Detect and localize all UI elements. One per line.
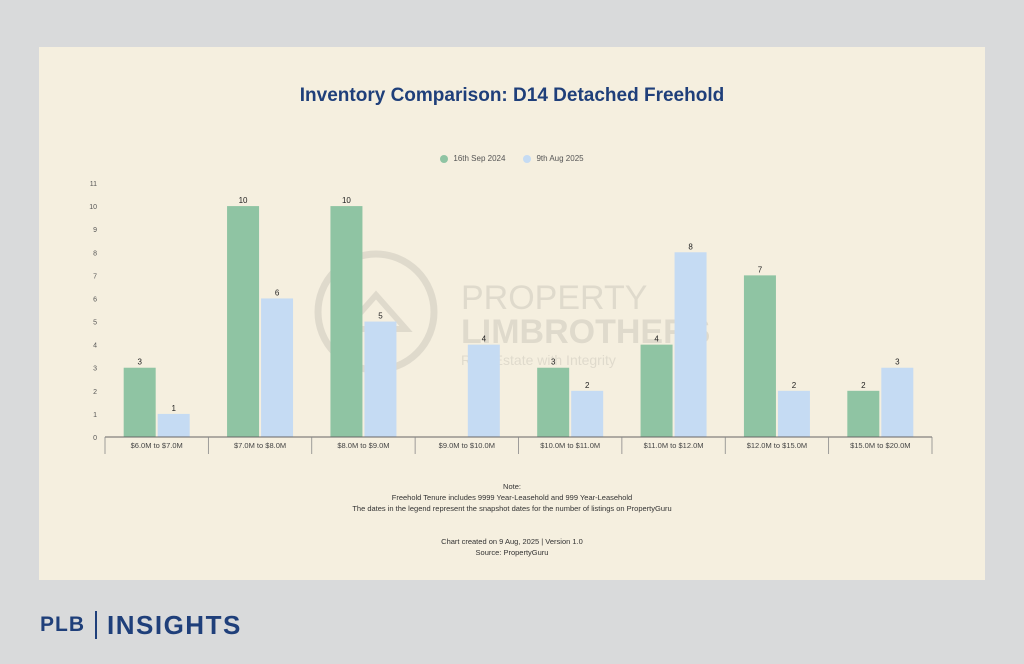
brand-divider (95, 611, 97, 639)
bar-value-label: 2 (792, 381, 797, 390)
y-tick-label: 9 (93, 227, 97, 234)
bar-series-1 (227, 206, 260, 437)
legend-label-series-2: 9th Aug 2025 (536, 154, 584, 163)
legend-swatch-series-2 (523, 154, 532, 163)
y-axis: 0 1 2 3 4 5 6 7 8 9 10 11 (89, 181, 97, 442)
bar-value-label: 4 (654, 335, 659, 344)
bar-series-1 (743, 275, 776, 437)
bar-series-1 (640, 344, 673, 437)
brand-logo: PLB INSIGHTS (40, 608, 242, 642)
y-tick-label: 2 (93, 389, 97, 396)
chart-created-text: Chart created on 9 Aug, 2025 | Version 1… (441, 537, 583, 546)
x-tick-label: $7.0M to $8.0M (234, 441, 286, 450)
y-tick-label: 3 (93, 366, 97, 373)
bar-series-1 (330, 206, 363, 437)
bar-series-1 (537, 367, 570, 437)
brand-plb-text: PLB (40, 613, 85, 636)
bar-series-2 (571, 390, 604, 437)
note-heading: Note: (503, 482, 521, 491)
bar-series-2 (157, 413, 190, 437)
legend-label-series-1: 16th Sep 2024 (453, 154, 506, 163)
y-tick-label: 7 (93, 273, 97, 280)
chart-source-text: Source: PropertyGuru (475, 548, 549, 557)
bar-value-label: 3 (137, 358, 142, 367)
x-tick-label: $6.0M to $7.0M (131, 441, 183, 450)
legend-item-series-2: 9th Aug 2025 (523, 154, 584, 163)
bar-series-2 (881, 367, 914, 437)
bar-value-label: 3 (895, 358, 900, 367)
watermark-text-line1: PROPERTY (461, 279, 647, 317)
bar-series-1 (123, 367, 156, 437)
bar-value-label: 1 (171, 404, 176, 413)
bar-series-2 (777, 390, 810, 437)
y-tick-label: 11 (90, 181, 97, 188)
bar-value-label: 6 (275, 288, 280, 297)
bar-series-2 (674, 252, 707, 437)
y-tick-label: 10 (89, 204, 97, 211)
notes: Note: Freehold Tenure includes 9999 Year… (39, 481, 985, 514)
x-tick-label: $11.0M to $12.0M (644, 441, 704, 450)
y-tick-label: 1 (93, 412, 97, 419)
bar-series-2 (261, 298, 294, 437)
chart-card: PROPERTY LIMBROTHERS Real Estate with In… (39, 47, 985, 580)
bar-series-1 (847, 390, 880, 437)
bar-series-2 (364, 321, 397, 437)
y-tick-label: 0 (93, 435, 97, 442)
x-tick-label: $9.0M to $10.0M (439, 441, 495, 450)
bars-layer: 3 1 10 6 10 5 4 3 2 4 8 7 2 2 3 (123, 196, 914, 437)
bar-series-2 (467, 344, 500, 437)
bar-value-label: 4 (482, 335, 487, 344)
legend-item-series-1: 16th Sep 2024 (440, 154, 505, 163)
y-tick-label: 4 (93, 343, 97, 350)
legend-swatch-series-1 (440, 154, 449, 163)
bar-value-label: 10 (239, 196, 248, 205)
bar-value-label: 7 (758, 265, 763, 274)
chart-title: Inventory Comparison: D14 Detached Freeh… (299, 85, 725, 106)
bar-value-label: 5 (378, 312, 383, 321)
bar-value-label: 10 (342, 196, 351, 205)
chart-canvas: PROPERTY LIMBROTHERS Real Estate with In… (89, 181, 933, 454)
note-line-1: Freehold Tenure includes 9999 Year-Lease… (391, 493, 633, 502)
brand-insights-text: INSIGHTS (107, 609, 242, 640)
bar-value-label: 2 (585, 381, 590, 390)
bar-value-label: 8 (688, 242, 693, 251)
legend: 16th Sep 2024 9th Aug 2025 (39, 154, 985, 163)
x-tick-label: $10.0M to $11.0M (540, 441, 600, 450)
y-tick-label: 5 (93, 320, 97, 327)
y-tick-label: 6 (93, 296, 97, 303)
x-tick-label: $8.0M to $9.0M (337, 441, 389, 450)
y-tick-label: 8 (93, 250, 97, 257)
bar-value-label: 3 (551, 358, 556, 367)
bar-value-label: 2 (861, 381, 866, 390)
chart-meta: Chart created on 9 Aug, 2025 | Version 1… (39, 536, 985, 558)
x-axis: $6.0M to $7.0M $7.0M to $8.0M $8.0M to $9.… (104, 436, 933, 454)
x-tick-label: $15.0M to $20.0M (850, 441, 910, 450)
note-line-2: The dates in the legend represent the sn… (352, 504, 672, 513)
watermark: PROPERTY LIMBROTHERS Real Estate with In… (314, 250, 710, 374)
x-tick-label: $12.0M to $15.0M (747, 441, 807, 450)
